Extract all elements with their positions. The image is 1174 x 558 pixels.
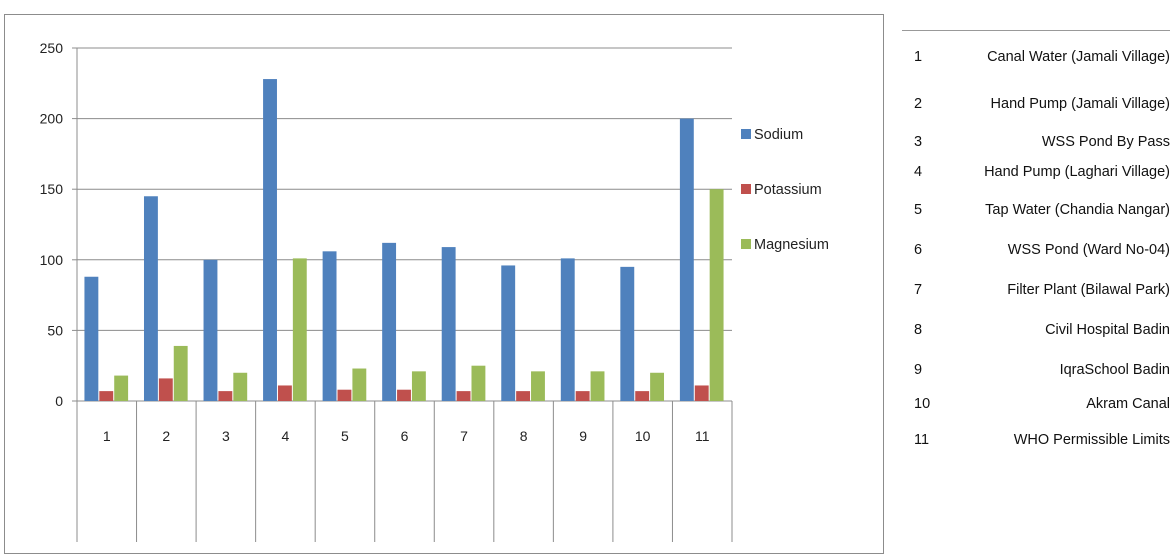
bar-magnesium-7 <box>471 365 486 401</box>
bar-magnesium-10 <box>650 372 665 401</box>
sample-key-table: 1 Canal Water (Jamali Village) 2 Hand Pump … <box>902 30 1170 558</box>
x-tick-label: 1 <box>103 428 111 444</box>
x-tick-label: 2 <box>162 428 170 444</box>
bar-potassium-3 <box>218 391 233 401</box>
sample-description: WSS Pond By Pass <box>1041 134 1170 150</box>
sample-description: IqraSchool Badin <box>1059 362 1170 378</box>
sample-description: Canal Water (Jamali Village) <box>987 49 1170 65</box>
sample-row: 7 Filter Plant (Bilawal Park) <box>902 282 1170 304</box>
sample-description: Tap Water (Chandia Nangar) <box>985 202 1170 218</box>
sample-number: 3 <box>914 134 923 150</box>
sample-number: 5 <box>914 202 923 218</box>
x-tick-label: 3 <box>222 428 230 444</box>
bar-potassium-6 <box>397 389 411 401</box>
x-tick-label: 7 <box>460 428 468 444</box>
sample-row: 3 WSS Pond By Pass <box>902 134 1170 156</box>
sample-description: Civil Hospital Badin <box>1045 322 1170 338</box>
bar-potassium-7 <box>456 391 471 401</box>
bar-magnesium-5 <box>352 368 367 401</box>
bar-sodium-3 <box>203 259 218 401</box>
sample-row: 11 WHO Permissible Limits <box>902 432 1170 454</box>
x-tick-label: 8 <box>520 428 528 444</box>
y-tick-label: 150 <box>40 181 64 197</box>
sample-number: 10 <box>914 396 931 412</box>
x-tick-label: 6 <box>401 428 409 444</box>
sample-number: 4 <box>914 164 923 180</box>
legend-label-potassium: Potassium <box>754 182 822 198</box>
sample-row: 2 Hand Pump (Jamali Village) <box>902 96 1170 118</box>
legend-swatch-magnesium <box>741 239 751 249</box>
bar-chart: 0 50 100 150 200 250 1 2 3 4 5 6 7 8 9 10 11 Sodium Potass… <box>40 40 829 542</box>
sample-number: 2 <box>914 96 923 112</box>
bar-magnesium-1 <box>114 375 129 401</box>
y-tick-label: 200 <box>40 111 64 127</box>
sample-row: 10 Akram Canal <box>902 396 1170 418</box>
bar-potassium-11 <box>694 385 709 401</box>
sample-description: WHO Permissible Limits <box>1013 432 1170 448</box>
bar-sodium-7 <box>441 247 456 401</box>
sample-row: 4 Hand Pump (Laghari Village) <box>902 164 1170 186</box>
chart-frame: 0 50 100 150 200 250 1 2 3 4 5 6 7 8 9 10 11 Sodium Potass… <box>4 14 884 554</box>
bar-sodium-5 <box>322 251 337 401</box>
sample-description: Hand Pump (Jamali Village) <box>990 96 1170 112</box>
sample-description: WSS Pond (Ward No-04) <box>1007 242 1170 258</box>
bar-potassium-9 <box>575 391 590 401</box>
y-tick-label: 50 <box>47 322 63 338</box>
sample-row: 8 Civil Hospital Badin <box>902 322 1170 344</box>
x-tick-label: 5 <box>341 428 349 444</box>
y-tick-label: 250 <box>40 40 64 56</box>
sample-row: 9 IqraSchool Badin <box>902 362 1170 384</box>
bar-sodium-9 <box>560 258 575 401</box>
bar-sodium-8 <box>501 265 516 401</box>
table-top-rule <box>902 30 1170 31</box>
bar-magnesium-11 <box>709 189 724 401</box>
sample-description: Filter Plant (Bilawal Park) <box>1007 282 1170 298</box>
sample-row: 1 Canal Water (Jamali Village) <box>902 49 1170 71</box>
bar-sodium-4 <box>263 79 277 402</box>
sample-number: 8 <box>914 322 923 338</box>
sample-description: Akram Canal <box>1086 396 1170 412</box>
bar-potassium-1 <box>99 391 114 401</box>
bar-magnesium-2 <box>173 345 188 401</box>
sample-number: 7 <box>914 282 923 298</box>
x-tick-label: 10 <box>635 428 651 444</box>
y-tick-label: 0 <box>55 393 63 409</box>
bar-sodium-11 <box>679 118 694 401</box>
x-tick-label: 9 <box>579 428 587 444</box>
sample-number: 11 <box>914 432 930 448</box>
x-tick-label: 4 <box>282 428 290 444</box>
legend-swatch-sodium <box>741 129 751 139</box>
bar-sodium-2 <box>143 196 158 401</box>
sample-description: Hand Pump (Laghari Village) <box>984 164 1170 180</box>
bar-magnesium-3 <box>233 372 248 401</box>
bar-potassium-5 <box>337 389 352 401</box>
bar-sodium-1 <box>84 276 99 401</box>
bar-sodium-10 <box>620 266 635 401</box>
bar-sodium-6 <box>382 242 397 401</box>
sample-number: 6 <box>914 242 923 258</box>
sample-number: 9 <box>914 362 923 378</box>
sample-row: 5 Tap Water (Chandia Nangar) <box>902 202 1170 224</box>
y-tick-label: 100 <box>40 252 64 268</box>
sample-row: 6 WSS Pond (Ward No-04) <box>902 242 1170 264</box>
bar-magnesium-6 <box>411 371 426 401</box>
bar-magnesium-8 <box>531 371 545 401</box>
x-tick-label: 11 <box>695 428 710 444</box>
legend-label-magnesium: Magnesium <box>754 237 829 253</box>
bar-potassium-10 <box>635 391 650 401</box>
sample-number: 1 <box>914 49 923 65</box>
bar-magnesium-4 <box>292 258 307 401</box>
legend-label-sodium: Sodium <box>754 127 803 143</box>
bar-potassium-2 <box>158 378 173 401</box>
bar-potassium-8 <box>516 391 531 401</box>
bar-potassium-4 <box>277 385 292 401</box>
bar-magnesium-9 <box>590 371 605 401</box>
legend-swatch-potassium <box>741 184 751 194</box>
